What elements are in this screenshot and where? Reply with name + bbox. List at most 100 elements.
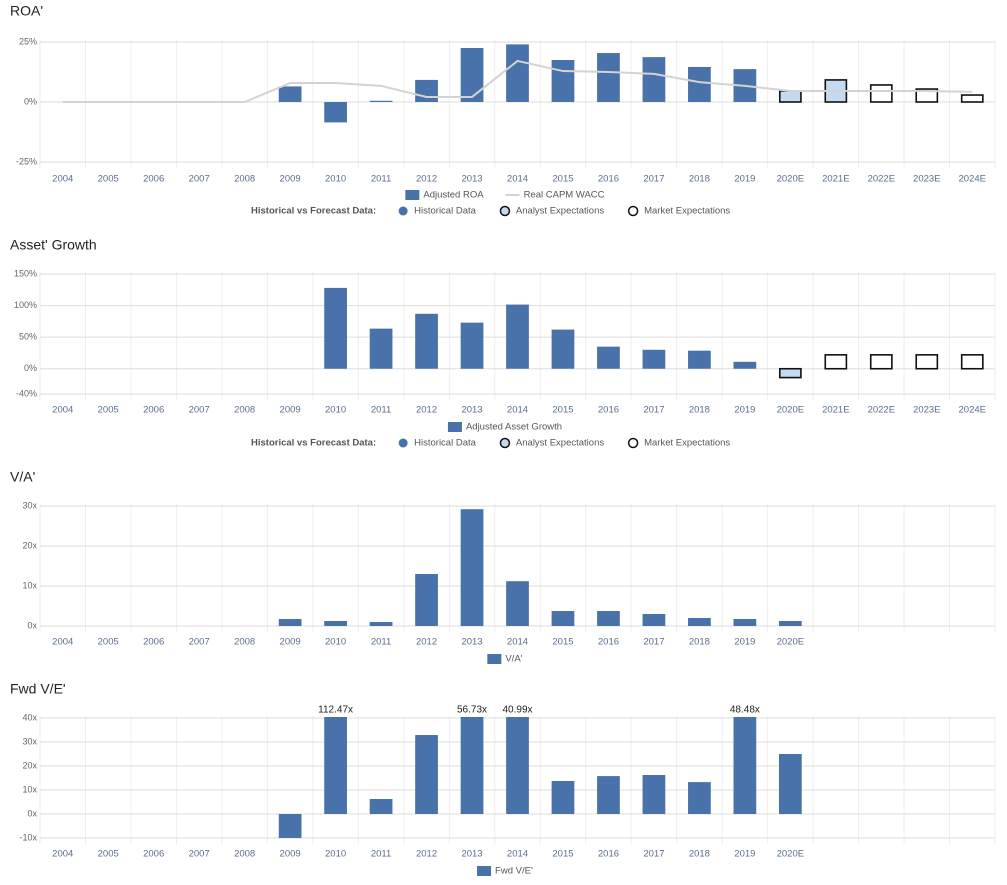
x-tick-label: 2007 [189, 174, 210, 185]
x-tick-label: 2009 [280, 405, 301, 416]
legend-label: Market Expectations [644, 206, 730, 217]
x-tick-label: 2018 [689, 405, 710, 416]
x-tick-label: 2012 [416, 849, 437, 860]
chart-title: V/A' [10, 469, 35, 485]
legend: V/A' [487, 654, 523, 665]
bar [960, 94, 984, 103]
x-tick-label: 2013 [461, 637, 482, 648]
bar [460, 322, 484, 369]
x-tick-label: 2013 [461, 174, 482, 185]
legend-label: Analyst Expectations [516, 206, 604, 217]
plot-area [278, 717, 802, 838]
legend-label: V/A' [505, 654, 522, 665]
x-tick-label: 2005 [98, 174, 119, 185]
y-tick-label: 100% [14, 300, 37, 310]
legend-label: Real CAPM WACC [524, 190, 605, 201]
x-tick-label: 2012 [416, 637, 437, 648]
y-tick-label: 25% [19, 36, 37, 46]
chart-panel: ROA' -25% 0% 25% 2004 2005 2006 2007 2008 2009 201… [10, 3, 996, 217]
bar [506, 44, 529, 102]
bar [778, 367, 802, 379]
x-tick-label: 2019 [734, 637, 755, 648]
bar [506, 304, 529, 369]
y-tick-label: 0% [24, 96, 37, 106]
y-tick-label: -40% [16, 388, 37, 398]
x-tick-label: 2006 [143, 174, 164, 185]
bar [915, 88, 939, 103]
bar [415, 313, 438, 369]
x-tick-label: 2016 [598, 174, 619, 185]
x-tick-label: 2006 [143, 405, 164, 416]
x-tick-label: 2022E [868, 405, 895, 416]
x-tick-label: 2009 [280, 174, 301, 185]
bar [597, 611, 620, 626]
forecast-legend-title: Historical vs Forecast Data: [251, 206, 376, 217]
bar [915, 354, 939, 370]
x-tick-label: 2019 [734, 405, 755, 416]
x-tick-label: 2012 [416, 405, 437, 416]
bar [733, 619, 757, 626]
y-tick-label: -25% [16, 156, 37, 166]
x-tick-label: 2013 [461, 405, 482, 416]
bar [278, 86, 302, 102]
data-label: 112.47x [318, 705, 353, 716]
x-tick-label: 2004 [52, 637, 73, 648]
bar [642, 57, 666, 102]
bar [278, 619, 302, 626]
y-tick-label: 30x [22, 500, 37, 510]
bar [824, 354, 848, 370]
chart-title: ROA' [10, 3, 43, 19]
bar [506, 717, 529, 814]
x-tick-label: 2009 [280, 849, 301, 860]
legend-label: Historical Data [414, 438, 476, 449]
y-tick-label: 0x [27, 620, 37, 630]
x-tick-label: 2013 [461, 849, 482, 860]
data-label: 56.73x [457, 705, 487, 716]
legend-swatch [447, 422, 462, 432]
chart-title: Asset' Growth [10, 237, 97, 253]
bar [460, 509, 484, 626]
x-tick-label: 2014 [507, 637, 528, 648]
x-tick-label: 2018 [689, 637, 710, 648]
y-tick-label: 40x [22, 712, 37, 722]
bar [278, 814, 302, 838]
x-tick-label: 2010 [325, 849, 346, 860]
bar [869, 84, 893, 103]
plot-area [324, 287, 984, 379]
x-tick-label: 2011 [371, 174, 391, 185]
bar [415, 79, 438, 102]
x-tick-label: 2008 [234, 637, 255, 648]
chart-panel: Asset' Growth -40% 0% 50% 100% 150% 2004 2005 20… [10, 237, 996, 449]
bar [778, 754, 802, 814]
legend-marker [499, 205, 511, 217]
x-tick-label: 2018 [689, 174, 710, 185]
x-tick-label: 2020E [777, 174, 804, 185]
bar [415, 574, 438, 626]
bar [369, 100, 393, 102]
bar [688, 782, 711, 814]
x-tick-label: 2010 [325, 174, 346, 185]
forecast-legend: Historical vs Forecast Data: Historical D… [251, 438, 730, 449]
x-tick-label: 2005 [98, 405, 119, 416]
x-tick-label: 2023E [913, 405, 940, 416]
bar [369, 799, 393, 814]
x-tick-label: 2017 [643, 174, 664, 185]
x-tick-label: 2004 [52, 174, 73, 185]
x-tick-label: 2007 [189, 849, 210, 860]
plot-area [278, 509, 802, 626]
x-tick-label: 2014 [507, 405, 528, 416]
x-tick-label: 2019 [734, 849, 755, 860]
forecast-legend-title: Historical vs Forecast Data: [251, 438, 376, 449]
x-tick-label: 2021E [822, 405, 849, 416]
bar [551, 60, 575, 102]
bar [551, 329, 575, 369]
x-tick-label: 2008 [234, 174, 255, 185]
bar [369, 328, 393, 369]
bar [642, 614, 666, 626]
y-tick-label: 20x [22, 760, 37, 770]
chart-panel: V/A' 0x 10x 20x 30x 2004 2005 2006 2007 2008 2009 2… [10, 469, 996, 665]
legend-marker [499, 437, 511, 449]
bar [324, 102, 347, 123]
x-tick-label: 2017 [643, 405, 664, 416]
